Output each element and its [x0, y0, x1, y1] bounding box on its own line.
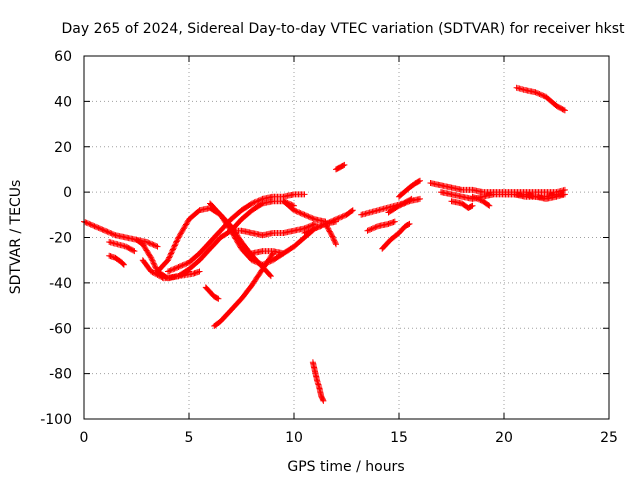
data-point-markers: [379, 220, 413, 252]
y-tick-label: -40: [49, 276, 72, 292]
series-pass-21: [379, 220, 413, 252]
data-point-markers: [106, 239, 138, 255]
x-tick-label: 5: [185, 430, 194, 446]
axis-ticks: 0 5 10 15 20 25 -100 -80 -60 -40 -20 0 20 40 60: [40, 49, 618, 446]
y-tick-label: 60: [54, 49, 72, 65]
data-point-markers: [309, 359, 327, 404]
y-axis-title: SDTVAR / TECUs: [8, 180, 24, 295]
x-tick-label: 20: [495, 430, 513, 446]
data-point-markers: [322, 220, 339, 248]
data-point-markers: [396, 177, 423, 200]
series-pass-7: [165, 191, 308, 275]
series-pass-11: [211, 250, 276, 329]
series-pass-17: [322, 220, 339, 248]
y-tick-label: 0: [63, 185, 72, 201]
data-point-markers: [513, 84, 568, 114]
series-pass-18: [333, 161, 348, 173]
y-tick-label: 20: [54, 140, 72, 156]
series-pass-15: [301, 207, 356, 236]
series-pass-3: [106, 252, 127, 268]
x-tick-label: 25: [600, 430, 618, 446]
x-tick-label: 0: [80, 430, 89, 446]
data-point-markers: [358, 195, 415, 218]
data-point-markers: [385, 195, 423, 216]
data-point-markers: [448, 198, 476, 211]
data-point-markers: [106, 252, 127, 268]
y-tick-label: -80: [49, 367, 72, 383]
data-point-markers: [280, 198, 329, 225]
series-pass-27: [469, 193, 493, 209]
chart-title: Day 265 of 2024, Sidereal Day-to-day VTE…: [62, 21, 625, 37]
series-pass-22: [385, 195, 423, 216]
y-tick-label: 40: [54, 94, 72, 110]
data-point-markers: [202, 284, 222, 302]
series-pass-13: [249, 248, 287, 257]
series-pass-23: [396, 177, 423, 200]
series-pass-16: [309, 359, 327, 404]
data-point-markers: [469, 193, 493, 209]
y-tick-label: -60: [49, 321, 72, 337]
data-point-markers: [333, 161, 348, 173]
data-marks: [81, 84, 568, 404]
y-tick-label: -100: [40, 412, 72, 428]
data-point-markers: [249, 248, 287, 257]
x-tick-label: 15: [390, 430, 408, 446]
data-point-markers: [501, 191, 568, 202]
plot-frame: [83, 55, 610, 420]
series-pass-28: [501, 191, 568, 202]
data-point-markers: [211, 250, 276, 329]
series-pass-2: [106, 239, 138, 255]
series-pass-20: [364, 218, 398, 234]
series-pass-26: [448, 198, 476, 211]
grid: [84, 56, 609, 419]
x-tick-label: 10: [285, 430, 303, 446]
data-point-markers: [165, 191, 308, 275]
series-pass-19: [358, 195, 415, 218]
series-pass-12: [202, 284, 222, 302]
x-axis-title: GPS time / hours: [287, 459, 404, 475]
data-point-markers: [364, 218, 398, 234]
data-point-markers: [301, 207, 356, 236]
series-pass-14: [280, 198, 329, 225]
series-pass-29: [513, 84, 568, 114]
y-tick-label: -20: [49, 231, 72, 247]
